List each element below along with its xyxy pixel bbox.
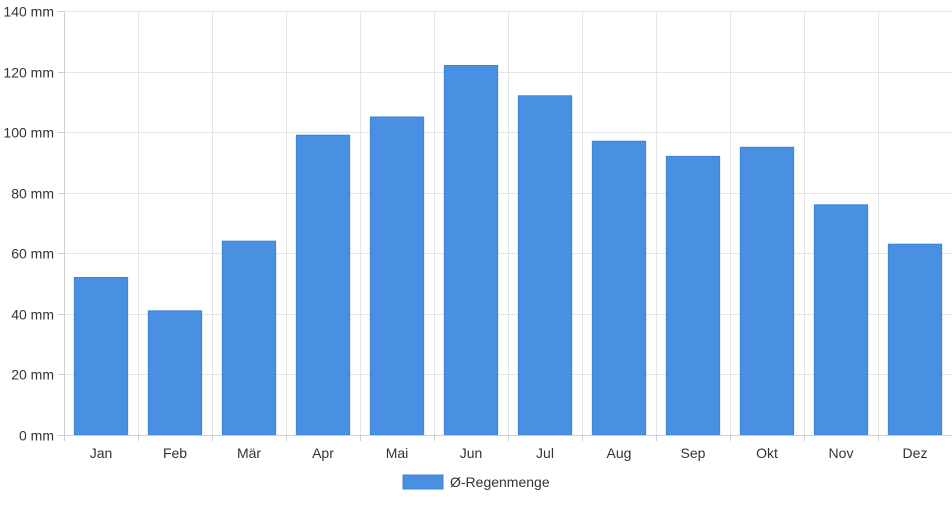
bar-sep[interactable] xyxy=(665,155,721,436)
x-tick-label: Mai xyxy=(386,445,409,461)
axes-layer: 0 mm 20 mm 40 mm 60 mm 80 mm 100 mm 120 mm 140 … xyxy=(3,4,952,461)
y-tick-label: 120 mm xyxy=(3,65,54,81)
y-tick-label: 0 mm xyxy=(19,428,54,444)
x-tick-label: Jan xyxy=(90,445,113,461)
y-tick-label: 40 mm xyxy=(11,307,54,323)
x-tick-label: Sep xyxy=(681,445,706,461)
bar-okt[interactable] xyxy=(739,146,795,436)
y-tick-label: 20 mm xyxy=(11,367,54,383)
bar-feb[interactable] xyxy=(147,310,203,436)
bar-jul[interactable] xyxy=(517,95,573,436)
bar-apr[interactable] xyxy=(295,134,351,436)
x-tick-label: Feb xyxy=(163,445,187,461)
x-tick-label: Okt xyxy=(756,445,778,461)
x-tick-label: Jul xyxy=(536,445,554,461)
x-tick-label: Dez xyxy=(903,445,928,461)
bar-mär[interactable] xyxy=(221,240,277,436)
bar-aug[interactable] xyxy=(591,140,647,436)
bar-dez[interactable] xyxy=(887,243,943,436)
grid-layer xyxy=(64,11,952,436)
x-tick-label: Jun xyxy=(460,445,483,461)
bars-layer xyxy=(73,65,943,436)
x-tick-label: Nov xyxy=(829,445,854,461)
y-tick-label: 80 mm xyxy=(11,186,54,202)
legend[interactable]: Ø-Regenmenge xyxy=(402,474,550,490)
bar-nov[interactable] xyxy=(813,204,869,436)
x-tick-label: Aug xyxy=(607,445,632,461)
x-tick-label: Apr xyxy=(312,445,334,461)
legend-swatch[interactable] xyxy=(402,474,444,490)
y-tick-label: 100 mm xyxy=(3,125,54,141)
bar-jan[interactable] xyxy=(73,277,129,436)
x-tick-label: Mär xyxy=(237,445,261,461)
y-tick-label: 140 mm xyxy=(3,4,54,20)
bar-mai[interactable] xyxy=(369,116,425,436)
bar-jun[interactable] xyxy=(443,65,499,436)
legend-label[interactable]: Ø-Regenmenge xyxy=(450,474,550,490)
y-tick-label: 60 mm xyxy=(11,246,54,262)
